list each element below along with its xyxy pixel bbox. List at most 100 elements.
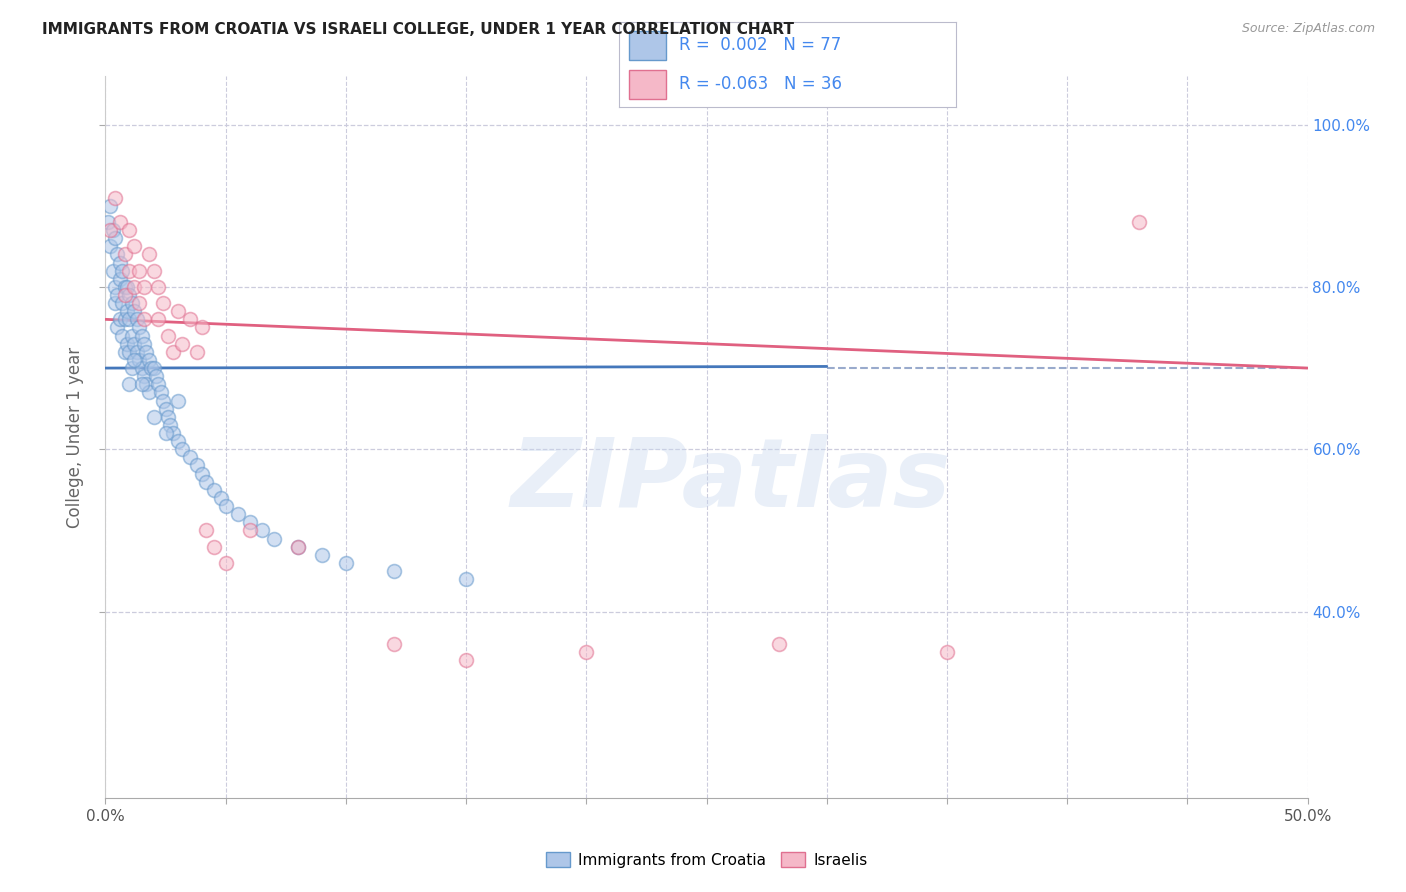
Point [335,556,357,570]
Point [202,540,225,554]
Point [166,304,188,318]
Point [139,361,162,376]
Point [114,280,136,294]
Point [107,288,129,302]
Point [156,409,179,424]
Point [114,247,136,261]
Point [214,556,236,570]
Point [121,328,143,343]
Text: ZIPatlas: ZIPatlas [510,434,950,527]
Point [135,377,157,392]
Point [382,564,405,578]
Point [145,369,167,384]
Point [190,320,212,334]
Point [118,312,141,326]
Point [172,442,194,457]
Point [166,393,188,408]
Point [132,336,155,351]
Point [166,434,188,449]
Point [108,272,131,286]
Point [132,312,155,326]
Point [155,401,177,416]
Point [98,223,121,237]
Point [239,516,262,530]
Point [152,393,174,408]
Point [179,450,201,465]
Point [98,239,121,253]
Point [118,223,141,237]
Point [108,215,131,229]
Point [115,336,138,351]
Point [195,524,218,538]
Point [104,296,127,310]
Point [115,304,138,318]
Point [131,377,153,392]
FancyBboxPatch shape [628,30,666,60]
Point [107,320,129,334]
Point [311,548,333,562]
Point [128,263,150,277]
Point [156,328,179,343]
Text: R =  0.002   N = 77: R = 0.002 N = 77 [679,37,842,54]
Point [287,540,309,554]
Point [97,215,120,229]
Text: R = -0.063   N = 36: R = -0.063 N = 36 [679,75,842,93]
Point [148,280,170,294]
Point [121,361,143,376]
Point [132,280,155,294]
Point [111,263,134,277]
Point [125,312,148,326]
Point [101,223,124,237]
Point [125,344,148,359]
Point [124,336,146,351]
Point [131,328,153,343]
Point [162,344,184,359]
Point [142,409,165,424]
Point [118,377,141,392]
Point [114,312,136,326]
Point [162,425,184,440]
Point [186,458,208,473]
Point [124,304,146,318]
Point [1128,215,1150,229]
Point [159,417,181,432]
Point [138,353,160,368]
Point [250,524,273,538]
Point [155,425,177,440]
Point [172,336,194,351]
Point [114,288,136,302]
Point [131,361,153,376]
Text: Source: ZipAtlas.com: Source: ZipAtlas.com [1241,22,1375,36]
Point [118,263,141,277]
FancyBboxPatch shape [628,70,666,99]
Point [115,280,138,294]
Point [111,328,134,343]
Point [239,524,262,538]
Point [107,247,129,261]
Point [195,475,218,489]
Point [148,377,170,392]
Point [382,637,405,651]
Point [142,263,165,277]
Point [104,231,127,245]
Point [108,312,131,326]
Text: IMMIGRANTS FROM CROATIA VS ISRAELI COLLEGE, UNDER 1 YEAR CORRELATION CHART: IMMIGRANTS FROM CROATIA VS ISRAELI COLLE… [42,22,794,37]
Point [124,239,146,253]
Point [454,653,477,667]
Point [121,296,143,310]
Point [138,385,160,400]
Point [114,344,136,359]
Point [128,353,150,368]
Point [118,344,141,359]
Point [138,247,160,261]
Point [128,320,150,334]
Point [152,296,174,310]
Point [104,280,127,294]
Point [149,385,172,400]
Point [124,280,146,294]
Point [214,499,236,513]
Point [148,312,170,326]
Point [142,361,165,376]
Point [202,483,225,497]
Point [209,491,232,505]
